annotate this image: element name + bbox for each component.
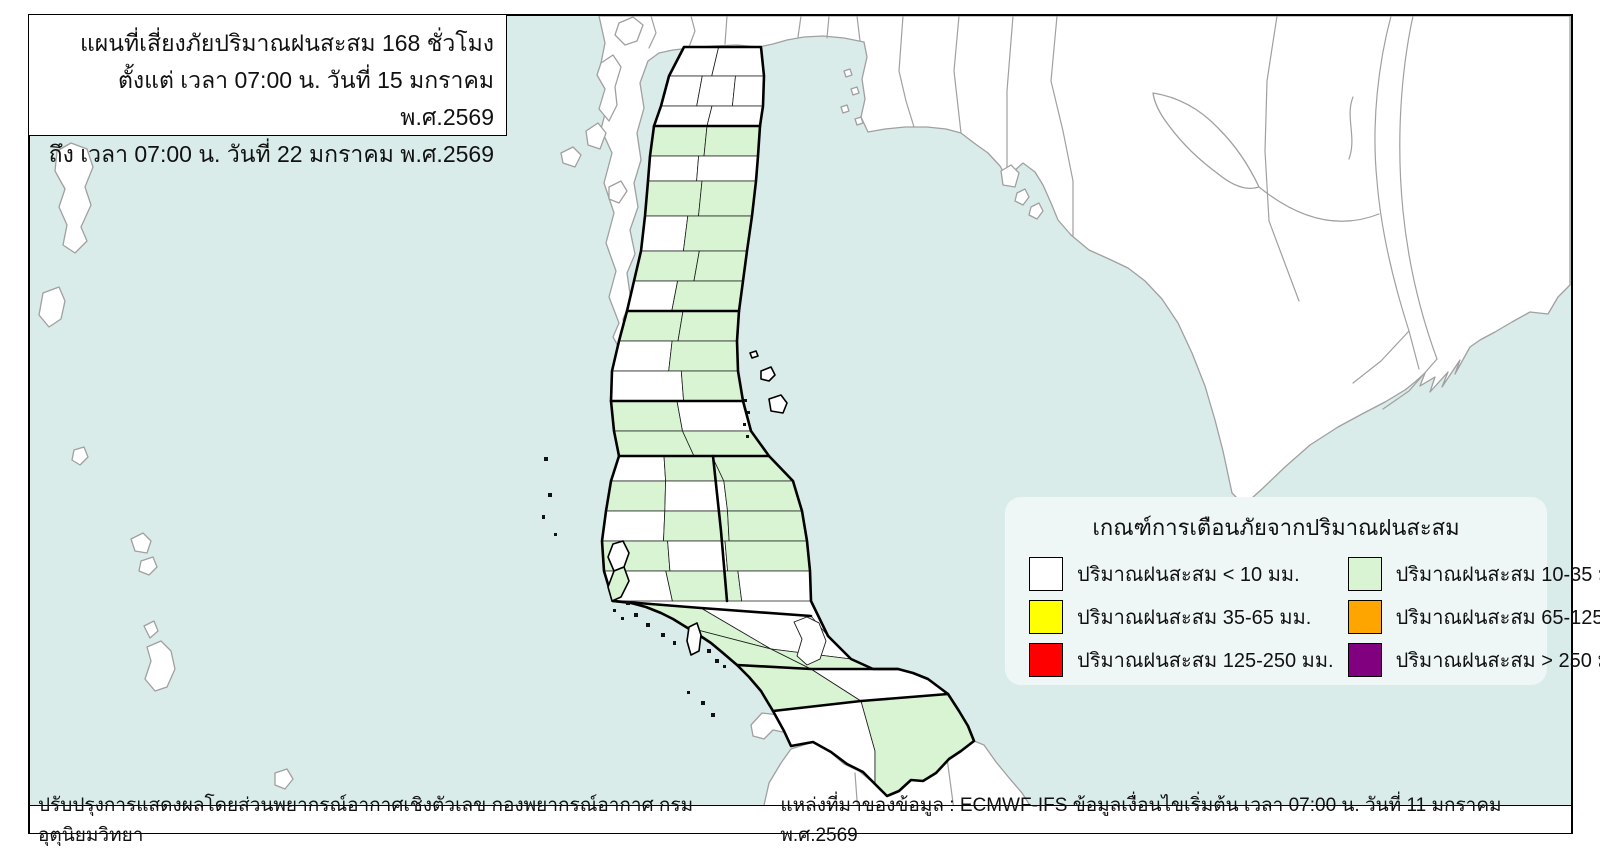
- legend-swatch-65-125: [1347, 600, 1382, 634]
- legend-label-65-125: ปริมาณฝนสะสม 65-125 มม.: [1395, 607, 1600, 629]
- thai-east-islands: [743, 350, 788, 438]
- foreign-province-borders: [648, 16, 1300, 302]
- legend-label-35-65: ปริมาณฝนสะสม 35-65 มม.: [1077, 607, 1312, 629]
- legend-swatch-35-65: [1029, 600, 1063, 634]
- footer-band: ปรับปรุงการแสดงผลโดยส่วนพยากรณ์อากาศเชิง…: [28, 795, 1573, 846]
- map-title-line3: ถึง เวลา 07:00 น. วันที่ 22 มกราคม พ.ศ.2…: [48, 141, 494, 167]
- legend-label-10-35: ปริมาณฝนสะสม 10-35 มม.: [1395, 564, 1600, 586]
- legend-label-125-250: ปริมาณฝนสะสม 125-250 มม.: [1077, 650, 1334, 672]
- legend-label-lt10: ปริมาณฝนสะสม < 10 มม.: [1077, 564, 1300, 586]
- map-title-line2: ตั้งแต่ เวลา 07:00 น. วันที่ 15 มกราคม พ…: [117, 67, 494, 130]
- map-canvas: [30, 16, 1571, 832]
- map-title-line1: แผนที่เสี่ยงภัยปริมาณฝนสะสม 168 ชั่วโมง: [79, 30, 494, 56]
- legend-grid: ปริมาณฝนสะสม < 10 มม. ปริมาณฝนสะสม 10-35…: [1005, 545, 1600, 677]
- footer-source-text: แหล่งที่มาของข้อมูล : ECMWF-IFS ข้อมูลเง…: [780, 794, 1502, 846]
- legend-swatch-10-35: [1347, 557, 1382, 591]
- legend-title: เกณฑ์การเตือนภัยจากปริมาณฝนสะสม: [1092, 515, 1460, 540]
- andaman-islands: [38, 16, 644, 790]
- tonle-sap-lake: [1152, 92, 1260, 190]
- province-borders: [600, 45, 976, 798]
- songkhla-lake: [793, 616, 827, 666]
- phuket-island: [607, 540, 630, 603]
- legend-swatch-125-250: [1029, 643, 1063, 677]
- andaman-thai-islets: [542, 457, 726, 717]
- footer-credit-text: ปรับปรุงการแสดงผลโดยส่วนพยากรณ์อากาศเชิง…: [38, 794, 694, 846]
- mainland-north: [598, 16, 1571, 502]
- map-title-box: แผนที่เสี่ยงภัยปริมาณฝนสะสม 168 ชั่วโมง …: [28, 14, 507, 167]
- mekong-rivers: [1258, 16, 1438, 410]
- map-frame: [28, 14, 1573, 834]
- legend-panel: เกณฑ์การเตือนภัยจากปริมาณฝนสะสม ปริมาณฝน…: [1005, 497, 1600, 685]
- gulf-islands: [840, 68, 1044, 220]
- mainland-coastline: [598, 16, 1571, 502]
- legend-swatch-lt10: [1029, 557, 1063, 591]
- legend-label-gt250: ปริมาณฝนสะสม > 250 มม.: [1395, 650, 1600, 672]
- legend-swatch-gt250: [1347, 643, 1382, 677]
